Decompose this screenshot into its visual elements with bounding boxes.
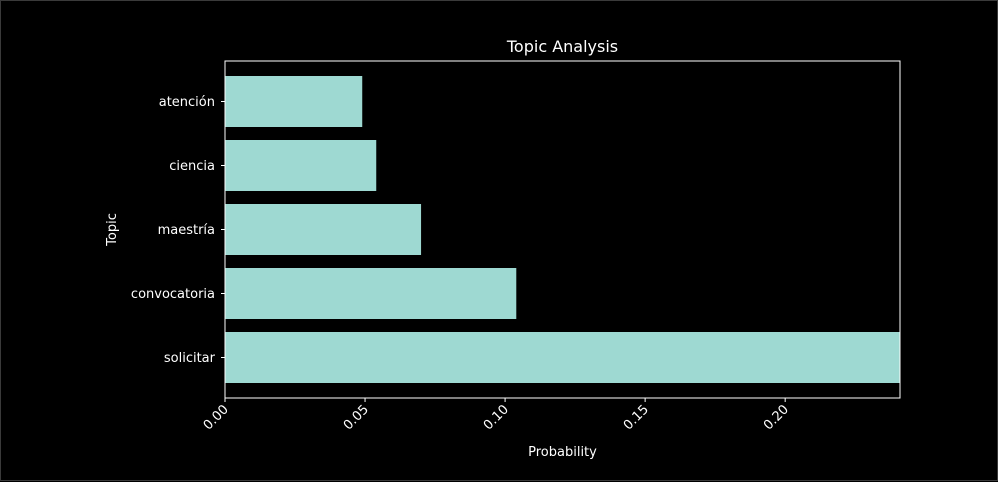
x-tick-label: 0.05 <box>341 402 372 433</box>
y-tick-label: convocatoria <box>131 287 215 302</box>
y-ticks-group: solicitar convocatoria maestría ciencia aten… <box>131 95 225 366</box>
bar-convocatoria <box>225 268 517 319</box>
y-tick-label: atención <box>159 95 215 110</box>
x-tick-label: 0.00 <box>201 402 232 433</box>
x-ticks-group: 0.00 0.05 0.10 0.15 0.20 <box>201 398 792 433</box>
bars-group <box>225 76 900 383</box>
x-tick-label: 0.10 <box>481 402 512 433</box>
x-tick-label: 0.15 <box>621 402 652 433</box>
bar-solicitar <box>225 332 900 383</box>
bar-ciencia <box>225 140 377 191</box>
y-tick-label: maestría <box>158 223 215 238</box>
y-axis-label: Topic <box>105 213 120 247</box>
y-tick-label: ciencia <box>169 159 215 174</box>
chart-title: Topic Analysis <box>506 37 618 56</box>
bar-atención <box>225 76 363 127</box>
bar-maestría <box>225 204 422 255</box>
x-tick-label: 0.20 <box>761 402 792 433</box>
x-axis-label: Probability <box>528 445 597 460</box>
y-tick-label: solicitar <box>164 351 216 366</box>
